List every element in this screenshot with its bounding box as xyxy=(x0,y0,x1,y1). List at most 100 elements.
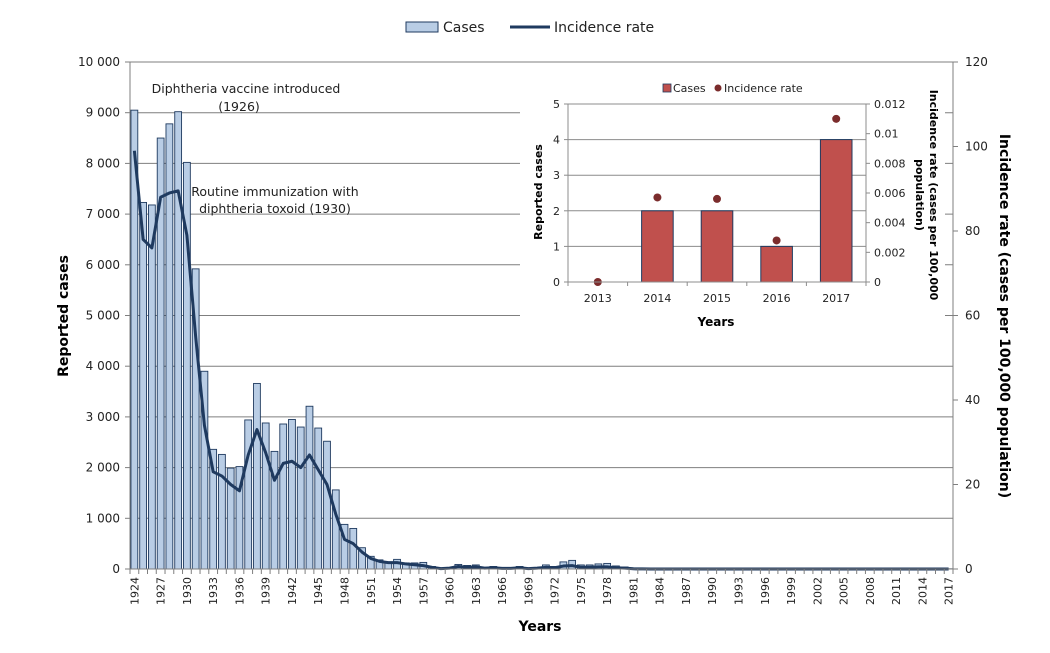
inset-y-tick-label: 0 xyxy=(553,276,560,289)
inset-background xyxy=(520,78,945,340)
main-y-axis-title: Reported cases xyxy=(56,255,72,377)
x-tick-label: 1948 xyxy=(339,577,352,605)
y-tick-label: 4 000 xyxy=(86,359,120,373)
x-tick-label: 1987 xyxy=(680,577,693,605)
y2-tick-label: 80 xyxy=(965,224,980,238)
inset-bar-2016 xyxy=(760,245,793,283)
bar-cases-1925 xyxy=(139,201,148,570)
inset-y2-tick-label: 0.002 xyxy=(874,246,906,259)
inset-y-tick-label: 5 xyxy=(553,98,560,111)
inset-y2-axis-title-line1: Incidence rate (cases per 100,000 xyxy=(927,90,940,301)
y2-tick-label: 60 xyxy=(965,309,980,323)
inset-dot-2016 xyxy=(772,236,781,245)
inset-x-tick-label: 2017 xyxy=(822,292,850,305)
x-tick-label: 1978 xyxy=(601,577,614,605)
annotation-vaccine-line1: Diphtheria vaccine introduced xyxy=(152,81,341,96)
y-tick-label: 2 000 xyxy=(86,461,120,475)
main-left-ticks: 0 1 000 2 000 3 000 4 000 5 000 6 000 7 000 8 00… xyxy=(78,55,130,576)
bar-cases-1949 xyxy=(349,527,358,570)
y-tick-label: 3 000 xyxy=(86,410,120,424)
annotation-toxoid-line2: diphtheria toxoid (1930) xyxy=(199,201,351,216)
bar-cases-1928 xyxy=(165,123,174,570)
inset-x-ticks: 2013 2014 2015 2016 2017 xyxy=(584,292,850,305)
inset-x-tick-label: 2014 xyxy=(643,292,671,305)
x-tick-label: 2002 xyxy=(811,577,824,605)
legend-cases-swatch xyxy=(405,21,439,33)
legend-cases-label: Cases xyxy=(443,20,485,36)
y-tick-label: 7 000 xyxy=(86,207,120,221)
inset-legend-cases-swatch xyxy=(662,83,672,93)
x-tick-label: 1981 xyxy=(627,577,640,605)
x-tick-label: 1957 xyxy=(417,577,430,605)
x-tick-label: 2011 xyxy=(890,577,903,605)
inset-y-tick-label: 1 xyxy=(553,240,560,253)
bar-cases-1926 xyxy=(148,204,156,570)
x-tick-label: 1930 xyxy=(181,577,194,605)
main-legend: Cases Incidence rate xyxy=(405,20,654,36)
y-tick-label: 1 000 xyxy=(86,511,120,525)
inset-dot-2015 xyxy=(713,194,721,203)
x-tick-label: 1975 xyxy=(575,577,588,605)
inset-legend-incidence-dot xyxy=(714,84,722,92)
bar-cases-1943 xyxy=(296,426,305,570)
inset-y-tick-label: 3 xyxy=(553,169,560,182)
inset-bar-2017 xyxy=(819,139,853,283)
x-tick-label: 1993 xyxy=(732,577,745,605)
main-x-ticks: 1924 1927 1930 1933 1936 1939 1942 1945 1948 1951… xyxy=(128,577,955,605)
x-tick-label: 1999 xyxy=(785,577,798,605)
y-tick-label: 5 000 xyxy=(86,309,120,323)
y-tick-label: 0 xyxy=(112,562,120,576)
inset-y2-tick-label: 0 xyxy=(874,276,881,289)
y-tick-label: 10 000 xyxy=(78,55,120,69)
y-tick-label: 8 000 xyxy=(86,156,120,170)
inset-y2-tick-label: 0.012 xyxy=(874,98,906,111)
inset-dot-2014 xyxy=(653,193,662,202)
x-tick-label: 1939 xyxy=(260,577,273,605)
x-tick-label: 2005 xyxy=(838,577,851,605)
inset-y2-axis-title-line2: population) xyxy=(913,159,926,231)
x-tick-label: 2017 xyxy=(943,577,956,605)
inset-y-axis-title: Reported cases xyxy=(532,144,545,240)
main-right-ticks: 0 20 40 60 80 100 120 xyxy=(953,55,988,576)
annotation-vaccine-line2: (1926) xyxy=(218,99,260,114)
bar-cases-1946 xyxy=(323,440,331,570)
inset-bar-2015 xyxy=(700,210,734,283)
inset-right-ticks: 0 0.002 0.004 0.006 0.008 0.01 0.012 xyxy=(866,98,906,289)
x-tick-label: 1969 xyxy=(522,577,535,605)
inset-legend-incidence-label: Incidence rate xyxy=(724,82,803,95)
x-tick-label: 1990 xyxy=(706,577,719,605)
x-tick-label: 2008 xyxy=(864,577,877,605)
inset-legend-cases-label: Cases xyxy=(673,82,706,95)
bar-cases-1937 xyxy=(244,419,253,570)
inset-x-tick-label: 2015 xyxy=(703,292,731,305)
x-tick-label: 1936 xyxy=(233,577,246,605)
y-tick-label: 6 000 xyxy=(86,258,120,272)
y2-tick-label: 100 xyxy=(965,140,988,154)
inset-y2-tick-label: 0.01 xyxy=(874,128,899,141)
inset-y-tick-label: 4 xyxy=(553,134,560,147)
legend-incidence-label: Incidence rate xyxy=(554,20,654,36)
inset-y-tick-label: 2 xyxy=(553,205,560,218)
bar-cases-1941 xyxy=(279,423,288,570)
bar-cases-1942 xyxy=(288,418,296,570)
main-y2-axis-title: Incidence rate (cases per 100,000 popula… xyxy=(996,134,1012,498)
inset-y2-tick-label: 0.006 xyxy=(874,187,906,200)
inset-bars xyxy=(641,139,853,283)
main-bars xyxy=(130,109,953,570)
x-tick-label: 2014 xyxy=(916,577,929,605)
bar-cases-1938 xyxy=(253,382,261,570)
x-tick-label: 1924 xyxy=(128,577,141,605)
inset-y2-tick-label: 0.004 xyxy=(874,217,906,230)
y2-tick-label: 20 xyxy=(965,478,980,492)
x-tick-label: 1945 xyxy=(312,577,325,605)
bar-cases-1929 xyxy=(174,111,183,570)
x-tick-label: 1966 xyxy=(496,577,509,605)
main-x-axis-title: Years xyxy=(517,619,561,635)
bar-cases-1934 xyxy=(218,453,226,570)
x-tick-label: 1933 xyxy=(207,577,220,605)
inset-dot-2017 xyxy=(832,114,841,123)
x-tick-label: 1951 xyxy=(365,577,378,605)
x-tick-label: 1942 xyxy=(286,577,299,605)
x-tick-label: 1963 xyxy=(470,577,483,605)
